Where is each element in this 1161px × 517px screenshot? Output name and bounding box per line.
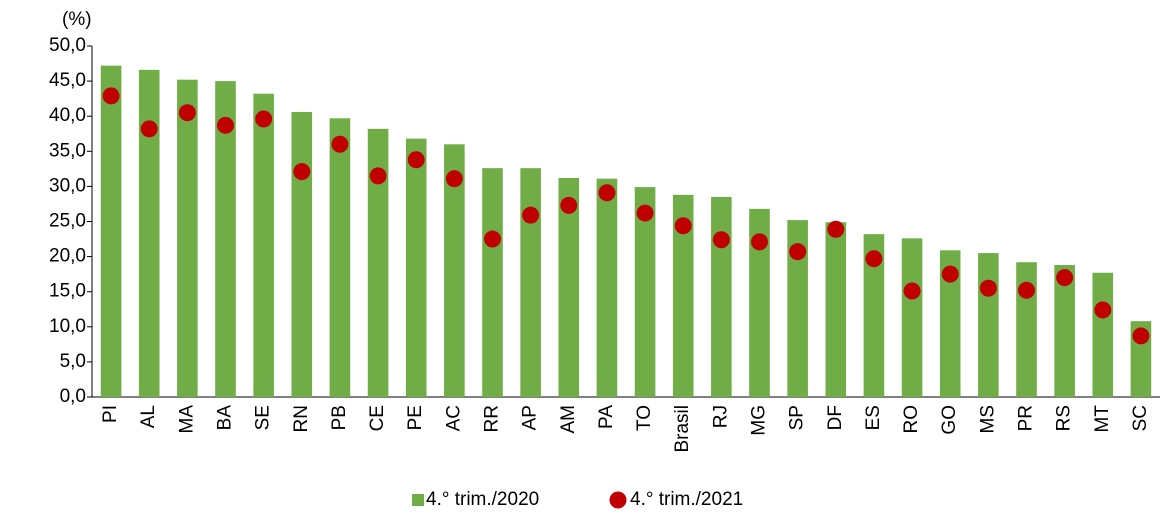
x-tick-label: PA [596, 405, 617, 429]
bar [367, 128, 389, 397]
x-tick-label: RN [291, 405, 312, 432]
y-tick-label: 0,0 [60, 386, 86, 407]
point [827, 220, 845, 238]
x-tick-label: RS [1054, 405, 1075, 431]
x-tick-label: AC [443, 405, 464, 431]
bar [444, 144, 465, 397]
point [255, 110, 273, 128]
point [865, 250, 883, 268]
x-tick-label: RJ [710, 405, 731, 428]
y-tick-label: 50,0 [49, 35, 86, 56]
point [484, 230, 501, 248]
x-tick-label: GO [939, 405, 960, 435]
bar [253, 93, 274, 398]
bar [825, 222, 847, 397]
legend-swatch [412, 494, 424, 506]
point [560, 196, 578, 214]
bar [215, 81, 236, 397]
bar [405, 138, 427, 397]
point [712, 231, 730, 249]
x-tick-label: ES [863, 405, 884, 430]
x-tick-label: MT [1092, 405, 1113, 433]
point [369, 167, 387, 185]
bar [787, 220, 808, 397]
point [674, 217, 692, 235]
y-tick-label: 5,0 [60, 351, 86, 372]
x-tick-label: SP [787, 405, 808, 430]
bar [482, 168, 503, 397]
point [217, 116, 234, 134]
bar [558, 177, 580, 397]
point [178, 104, 196, 122]
x-tick-label: CE [367, 405, 388, 431]
point [1056, 269, 1074, 287]
x-tick-label: RO [901, 405, 922, 434]
y-tick-label: 40,0 [49, 105, 86, 126]
legend-label: 4.° trim./2020 [426, 489, 539, 510]
x-tick-label: TO [634, 405, 655, 431]
x-tick-label: MG [749, 405, 770, 436]
x-tick-label: MA [176, 405, 197, 434]
point [979, 279, 997, 297]
point [903, 282, 921, 300]
legend-swatch [609, 491, 627, 509]
point [293, 163, 311, 181]
bar [100, 65, 122, 397]
x-tick-label: PB [329, 405, 350, 430]
x-tick-label: PE [405, 405, 426, 430]
x-tick-label: PR [1016, 405, 1037, 431]
bar [138, 69, 160, 398]
x-tick-label: AL [138, 405, 159, 428]
point [941, 265, 959, 283]
x-tick-label: Brasil [672, 405, 693, 453]
point [522, 206, 540, 224]
y-tick-label: 20,0 [49, 246, 86, 267]
x-tick-label: SC [1130, 405, 1151, 431]
point [1094, 301, 1112, 319]
bar [177, 79, 198, 398]
bar [520, 168, 541, 397]
y-tick-label: 15,0 [49, 281, 86, 302]
point [751, 233, 768, 251]
bar [749, 208, 770, 397]
point [445, 170, 463, 188]
x-tick-label: SE [253, 405, 274, 430]
bar [596, 178, 618, 397]
x-tick-label: AP [520, 405, 541, 430]
point [598, 184, 616, 202]
point [636, 204, 654, 222]
point [1018, 281, 1035, 299]
bar [711, 196, 732, 397]
point [140, 120, 158, 138]
bar [939, 250, 961, 397]
y-tick-label: 35,0 [49, 140, 86, 161]
legend-label: 4.° trim./2021 [630, 489, 743, 510]
x-tick-label: DF [825, 405, 846, 430]
bar [634, 187, 656, 397]
bar [1054, 265, 1075, 397]
y-tick-label: 30,0 [49, 175, 86, 196]
x-tick-label: RR [482, 405, 503, 432]
bar [978, 253, 999, 397]
bar [291, 111, 313, 397]
y-tick-label: 45,0 [49, 70, 86, 91]
x-tick-label: AM [558, 405, 579, 434]
y-axis-unit: (%) [62, 9, 92, 30]
y-tick-label: 10,0 [49, 316, 86, 337]
bar [329, 118, 351, 397]
bar [1092, 272, 1114, 397]
point [102, 87, 120, 105]
x-tick-label: BA [215, 405, 236, 431]
bar [901, 238, 923, 397]
point [789, 243, 807, 261]
x-tick-label: MS [977, 405, 998, 434]
x-tick-label: PI [100, 405, 121, 423]
bar [672, 194, 694, 397]
bar [863, 234, 885, 397]
point [407, 151, 425, 169]
point [1132, 327, 1150, 345]
point [331, 135, 349, 153]
y-tick-label: 25,0 [49, 211, 86, 232]
